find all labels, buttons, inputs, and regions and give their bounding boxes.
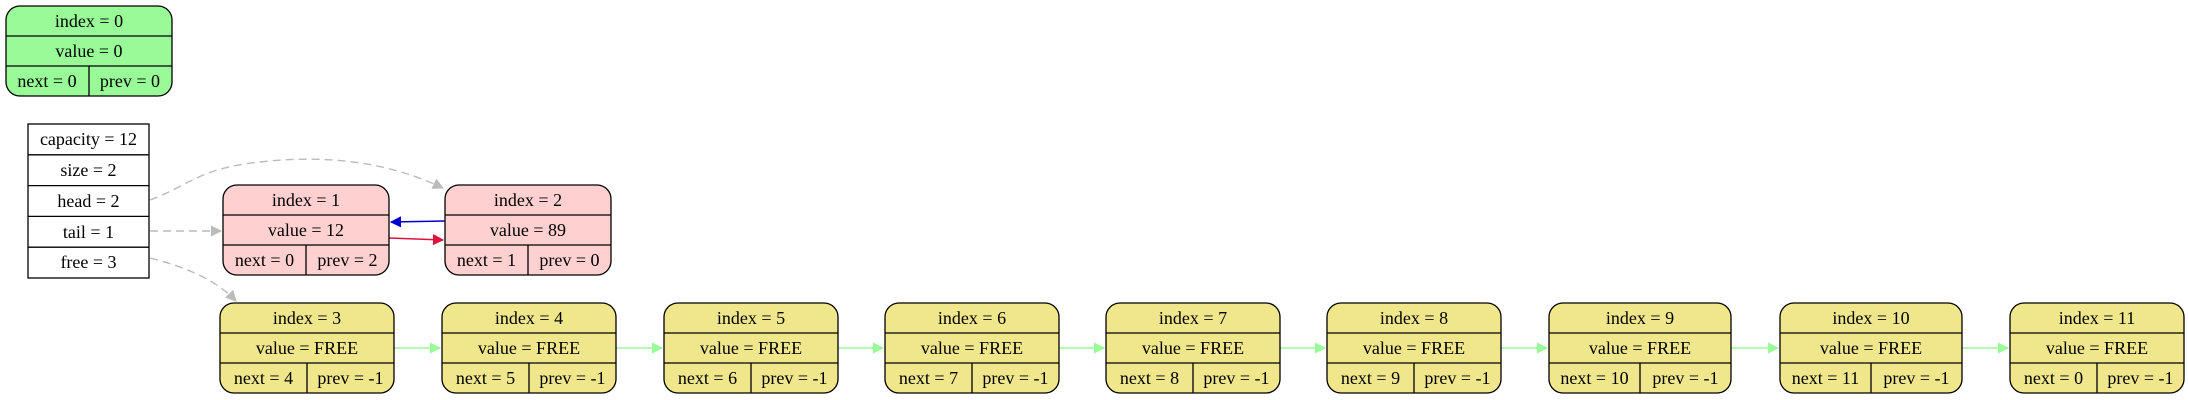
edges bbox=[149, 158, 2010, 354]
node-prev: prev = -1 bbox=[2107, 368, 2173, 388]
info-capacity: capacity = 12 bbox=[40, 129, 137, 149]
node-value: value = FREE bbox=[478, 338, 580, 358]
node-value: value = FREE bbox=[1363, 338, 1465, 358]
node-prev: prev = 0 bbox=[539, 250, 599, 270]
node-next: next = 4 bbox=[234, 368, 293, 388]
node-next: next = 10 bbox=[1560, 368, 1628, 388]
node-index: index = 11 bbox=[2059, 308, 2135, 328]
node-next: next = 6 bbox=[678, 368, 737, 388]
node-value: value = 12 bbox=[268, 220, 344, 240]
node-index: index = 3 bbox=[273, 308, 341, 328]
prev-edge bbox=[389, 216, 446, 228]
free-node: index = 10 value = FREE next = 11 prev = -1 bbox=[1779, 302, 1963, 394]
free-node: index = 3 value = FREE next = 4 prev = -1 bbox=[219, 302, 395, 394]
node-prev: prev = -1 bbox=[1203, 368, 1269, 388]
node-prev: prev = -1 bbox=[761, 368, 827, 388]
free-node: index = 5 value = FREE next = 6 prev = -1 bbox=[663, 302, 839, 394]
node-prev: prev = -1 bbox=[1883, 368, 1949, 388]
info-size: size = 2 bbox=[60, 160, 116, 180]
sentinel-next: next = 0 bbox=[17, 71, 76, 91]
node-prev: prev = -1 bbox=[1424, 368, 1490, 388]
node-next: next = 9 bbox=[1341, 368, 1400, 388]
node-next: next = 11 bbox=[1792, 368, 1859, 388]
node-value: value = FREE bbox=[256, 338, 358, 358]
node-value: value = FREE bbox=[1589, 338, 1691, 358]
free-node: index = 6 value = FREE next = 7 prev = -1 bbox=[884, 302, 1060, 394]
node-next: next = 5 bbox=[456, 368, 515, 388]
node-index: index = 1 bbox=[272, 190, 340, 210]
node-prev: prev = -1 bbox=[1652, 368, 1718, 388]
node-next: next = 0 bbox=[2024, 368, 2083, 388]
used-node: index = 2 value = 89 next = 1 prev = 0 bbox=[444, 184, 612, 276]
head-pointer-edge bbox=[149, 158, 445, 201]
node-next: next = 8 bbox=[1120, 368, 1179, 388]
info-head: head = 2 bbox=[57, 191, 119, 211]
sentinel-prev: prev = 0 bbox=[100, 71, 160, 91]
free-node: index = 11 value = FREE next = 0 prev = -1 bbox=[2009, 302, 2185, 394]
node-index: index = 4 bbox=[495, 308, 563, 328]
node-next: next = 7 bbox=[899, 368, 958, 388]
info-tail: tail = 1 bbox=[63, 222, 114, 242]
node-next: next = 1 bbox=[457, 250, 516, 270]
node-value: value = FREE bbox=[2046, 338, 2148, 358]
node-value: value = FREE bbox=[921, 338, 1023, 358]
node-value: value = 89 bbox=[490, 220, 566, 240]
free-node: index = 9 value = FREE next = 10 prev = -1 bbox=[1548, 302, 1732, 394]
node-index: index = 2 bbox=[494, 190, 562, 210]
info-free: free = 3 bbox=[60, 252, 116, 272]
free-node: index = 8 value = FREE next = 9 prev = -1 bbox=[1326, 302, 1502, 394]
free-node: index = 7 value = FREE next = 8 prev = -1 bbox=[1105, 302, 1281, 394]
node-index: index = 8 bbox=[1380, 308, 1448, 328]
node-prev: prev = -1 bbox=[539, 368, 605, 388]
node-index: index = 10 bbox=[1832, 308, 1909, 328]
node-value: value = FREE bbox=[1820, 338, 1922, 358]
node-index: index = 7 bbox=[1159, 308, 1227, 328]
node-prev: prev = -1 bbox=[317, 368, 383, 388]
node-index: index = 5 bbox=[717, 308, 785, 328]
free-node: index = 4 value = FREE next = 5 prev = -1 bbox=[441, 302, 617, 394]
node-next: next = 0 bbox=[235, 250, 294, 270]
node-value: value = FREE bbox=[700, 338, 802, 358]
node-index: index = 9 bbox=[1606, 308, 1674, 328]
node-index: index = 6 bbox=[938, 308, 1006, 328]
sentinel-node: index = 0 value = 0 next = 0 prev = 0 bbox=[5, 5, 173, 97]
next-edge bbox=[388, 234, 445, 246]
used-node: index = 1 value = 12 next = 0 prev = 2 bbox=[222, 184, 390, 276]
node-prev: prev = 2 bbox=[317, 250, 377, 270]
sentinel-value: value = 0 bbox=[55, 41, 122, 61]
node-prev: prev = -1 bbox=[982, 368, 1048, 388]
list-info-table: capacity = 12 size = 2 head = 2 tail = 1… bbox=[27, 123, 150, 279]
sentinel-index: index = 0 bbox=[55, 11, 123, 31]
node-value: value = FREE bbox=[1142, 338, 1244, 358]
free-pointer-edge bbox=[149, 257, 237, 302]
